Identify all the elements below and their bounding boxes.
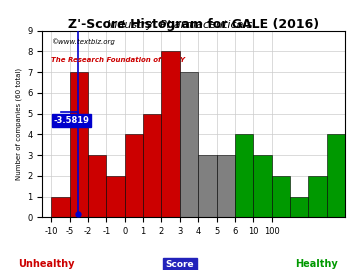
- Bar: [327, 134, 345, 217]
- Text: ©www.textbiz.org: ©www.textbiz.org: [51, 38, 115, 45]
- Title: Z'-Score Histogram for GALE (2016): Z'-Score Histogram for GALE (2016): [68, 18, 319, 31]
- Bar: [161, 52, 180, 217]
- Bar: [253, 155, 271, 217]
- Text: Unhealthy: Unhealthy: [19, 259, 75, 269]
- Text: The Research Foundation of SUNY: The Research Foundation of SUNY: [51, 58, 185, 63]
- Bar: [125, 134, 143, 217]
- Bar: [143, 114, 161, 217]
- Text: Industry: Pharmaceuticals: Industry: Pharmaceuticals: [107, 20, 253, 30]
- Bar: [180, 72, 198, 217]
- Bar: [216, 155, 235, 217]
- Bar: [235, 134, 253, 217]
- Bar: [107, 176, 125, 217]
- Bar: [198, 155, 216, 217]
- Text: Score: Score: [166, 260, 194, 269]
- Y-axis label: Number of companies (60 total): Number of companies (60 total): [15, 68, 22, 180]
- Text: -3.5819: -3.5819: [54, 116, 89, 125]
- Bar: [271, 176, 290, 217]
- Text: Healthy: Healthy: [296, 259, 338, 269]
- Bar: [308, 176, 327, 217]
- Bar: [290, 197, 308, 217]
- Bar: [51, 197, 70, 217]
- Bar: [70, 72, 88, 217]
- Bar: [88, 155, 107, 217]
